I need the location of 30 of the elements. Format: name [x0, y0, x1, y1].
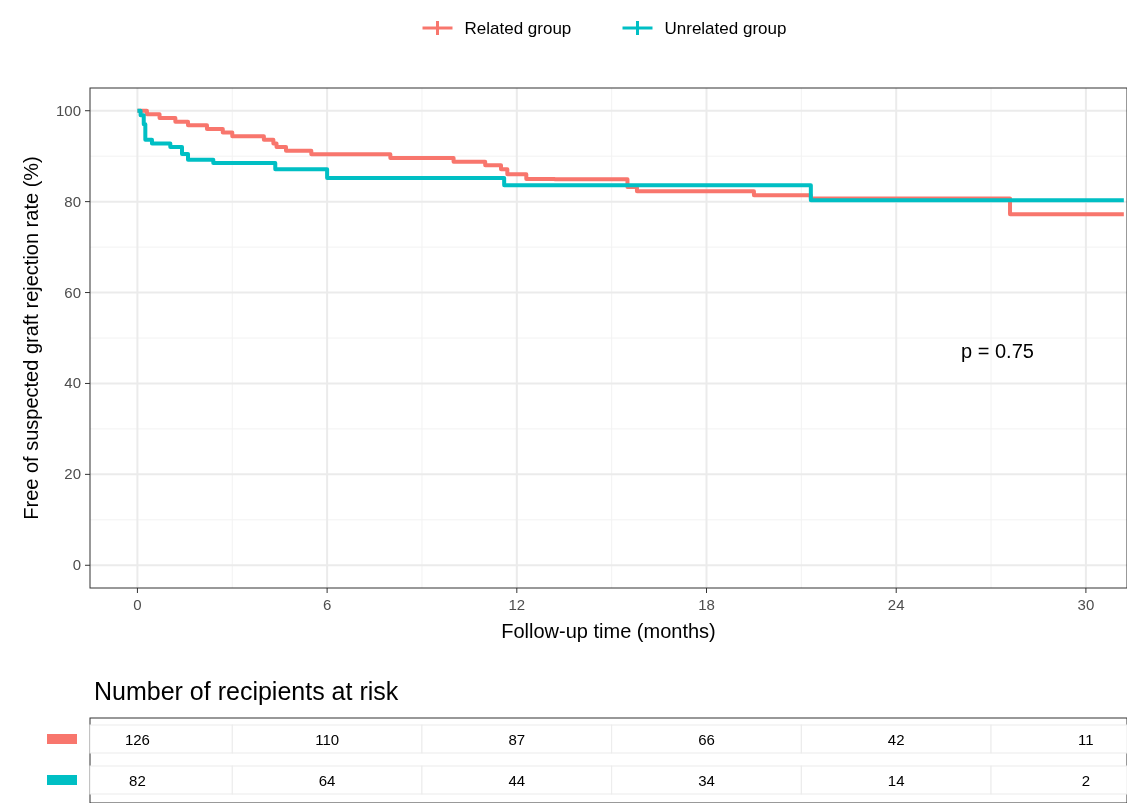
text: Number of recipients at risk: [94, 677, 399, 705]
x-axis-title: Follow-up time (months): [501, 620, 716, 642]
legend-label: Related group: [464, 19, 572, 38]
text: 42: [887, 731, 905, 748]
x-tick-label: 18: [698, 596, 715, 613]
text: 44: [508, 772, 526, 789]
y-tick-label: 60: [64, 283, 81, 301]
text: 82: [129, 772, 146, 789]
legend-label: Unrelated group: [664, 19, 787, 38]
y-tick-label: 80: [64, 192, 81, 210]
text: 14: [887, 772, 905, 789]
x-tick-label: 12: [508, 596, 526, 613]
text: 2: [1081, 772, 1091, 789]
text: 66: [698, 731, 715, 748]
text: 126: [124, 731, 150, 748]
y-tick-label: 0: [72, 556, 81, 574]
x-tick-label: 0: [133, 596, 142, 613]
x-tick-label: 6: [322, 596, 332, 613]
y-tick-label: 20: [64, 465, 81, 483]
text: 87: [508, 731, 526, 748]
x-tick-label: 30: [1077, 596, 1095, 613]
text: 34: [698, 772, 715, 789]
annotation: p = 0.75: [961, 340, 1034, 362]
x-tick-label: 24: [887, 596, 905, 613]
text: 110: [315, 731, 340, 748]
y-tick-label: 100: [55, 101, 81, 119]
text: 64: [318, 772, 336, 789]
y-tick-label: 40: [64, 374, 81, 392]
y-axis-title: Free of suspected graft rejection rate (%): [20, 156, 42, 520]
text: 11: [1078, 731, 1094, 748]
